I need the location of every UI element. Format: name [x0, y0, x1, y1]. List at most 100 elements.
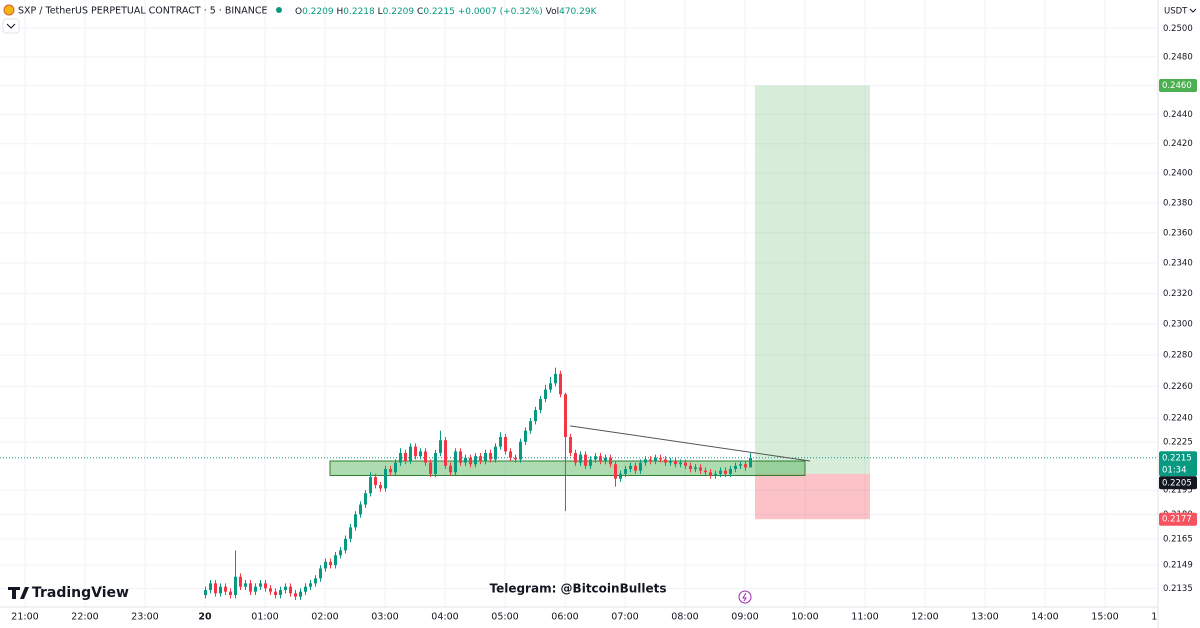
candle-body: [654, 457, 657, 462]
x-tick-label: 21:00: [11, 612, 38, 623]
candle-body: [339, 550, 342, 556]
candle-body: [599, 456, 602, 462]
candle-body: [349, 527, 352, 539]
legend-item: O: [295, 7, 302, 17]
candle-body: [499, 437, 502, 447]
candle-body: [704, 470, 707, 473]
candle-body: [384, 469, 387, 489]
candle-body: [394, 462, 397, 473]
x-tick-label: 13:00: [971, 612, 998, 623]
candle-body: [564, 394, 567, 438]
x-tick-label: 23:00: [131, 612, 158, 623]
x-tick-label: 10:00: [791, 612, 818, 623]
candle-body: [309, 583, 312, 587]
tradingview-logo: [8, 587, 29, 599]
candle-body: [534, 410, 537, 422]
candle-body: [459, 451, 462, 463]
candle-body: [469, 457, 472, 465]
candle-body: [559, 373, 562, 395]
price-tag: [1159, 451, 1197, 477]
price-tag-label: 0.2205: [1162, 478, 1192, 488]
price-tag: [1159, 512, 1197, 526]
x-tick-label: 20: [198, 612, 212, 623]
y-tick-label: 0.2165: [1163, 534, 1193, 544]
countdown: 01:34: [1162, 465, 1187, 475]
candle-body: [399, 452, 402, 463]
x-tick-label: 01:00: [251, 612, 278, 623]
currency-button[interactable]: USDT: [1164, 7, 1188, 17]
candle-body: [624, 469, 627, 474]
candle-body: [639, 462, 642, 471]
candle-body: [404, 452, 407, 462]
candle-body: [549, 383, 552, 390]
candle-body: [284, 586, 287, 591]
candle-body: [609, 457, 612, 465]
chart-title: SXP / TetherUS PERPETUAL CONTRACT · 5 · …: [18, 6, 268, 17]
candle-body: [319, 568, 322, 579]
x-tick-label: 15:00: [1091, 612, 1118, 623]
candle-body: [509, 451, 512, 458]
collapse-button[interactable]: [2, 18, 20, 34]
candle-body: [724, 470, 727, 474]
y-tick-label: 0.2240: [1163, 413, 1193, 423]
x-tick-label: 14:00: [1031, 612, 1058, 623]
candle-body: [579, 454, 582, 463]
candle-body: [369, 477, 372, 494]
candle-body: [289, 586, 292, 594]
candle-body: [744, 464, 747, 468]
candle-body: [439, 440, 442, 453]
candle-body: [709, 472, 712, 476]
candle-body: [219, 586, 222, 594]
candle-body: [294, 593, 297, 597]
candle-body: [659, 457, 662, 460]
candle-body: [259, 583, 262, 587]
x-tick-label: 11:00: [851, 612, 878, 623]
candle-body: [454, 451, 457, 473]
candle-body: [429, 462, 432, 474]
y-tick-label: 0.2195: [1163, 485, 1193, 495]
event-marker[interactable]: [738, 590, 752, 604]
candle-body: [629, 465, 632, 470]
candle-body: [204, 590, 207, 595]
candle-body: [409, 446, 412, 462]
candle-body: [589, 459, 592, 466]
legend-item: +0.0007 (+0.32%): [458, 7, 543, 17]
legend-item: 470.29K: [559, 7, 597, 17]
ohlc-legend: O0.2209 H0.2218 L0.2209 C0.2215 +0.0007 …: [295, 7, 598, 17]
candle-body: [474, 456, 477, 465]
candle-body: [594, 456, 597, 460]
legend-item: H: [336, 7, 343, 17]
candle-body: [374, 477, 377, 486]
symbol-icon: [3, 4, 15, 16]
y-tick-label: 0.2300: [1163, 320, 1193, 330]
candle-body: [434, 452, 437, 474]
legend-item: Vol: [546, 7, 559, 17]
candle-body: [519, 441, 522, 460]
candle-body: [354, 514, 357, 528]
candle-body: [514, 457, 517, 460]
x-tick-label: 08:00: [671, 612, 698, 623]
candle-body: [569, 437, 572, 453]
y-tick-label: 0.2135: [1163, 584, 1193, 594]
candle-body: [729, 469, 732, 474]
legend-item: L: [378, 7, 383, 17]
candle-body: [484, 452, 487, 462]
x-tick-label: 04:00: [431, 612, 458, 623]
candle-body: [239, 576, 242, 587]
y-tick-label: 0.2500: [1163, 24, 1193, 34]
candle-body: [379, 485, 382, 489]
y-tick-label: 0.2380: [1163, 198, 1193, 208]
annotation: Telegram: @BitcoinBullets: [489, 582, 666, 596]
candle-body: [264, 583, 267, 589]
candle-body: [424, 451, 427, 463]
candle-body: [414, 446, 417, 457]
candle-body: [539, 399, 542, 411]
candle-body: [279, 590, 282, 595]
y-tick-label: 0.2360: [1163, 228, 1193, 238]
candle-body: [649, 459, 652, 462]
x-tick-label: 22:00: [71, 612, 98, 623]
x-tick-label: 12:00: [911, 612, 938, 623]
candle-body: [714, 473, 717, 476]
watermark: TradingView: [32, 585, 129, 601]
candle-body: [694, 467, 697, 470]
